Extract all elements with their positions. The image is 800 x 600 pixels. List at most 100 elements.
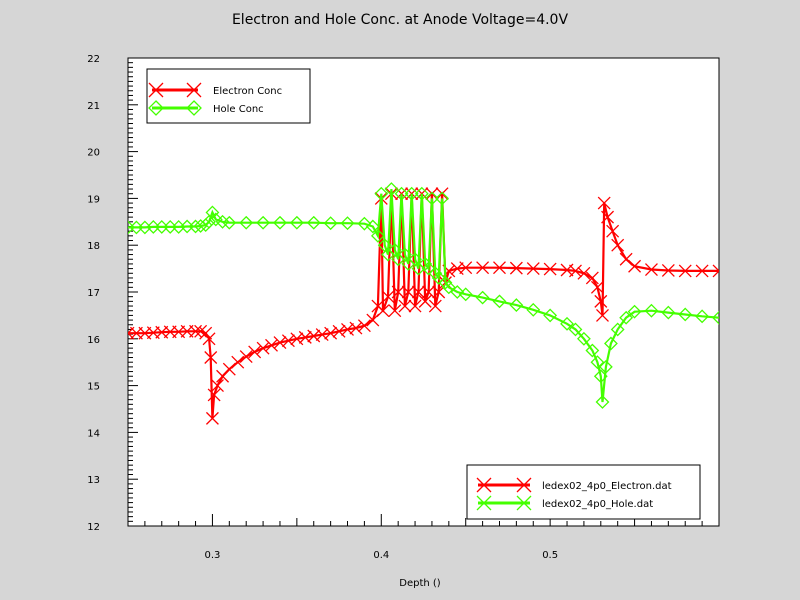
x-tick-label: 0.3: [204, 550, 220, 561]
data-point: [222, 215, 237, 230]
data-point: [475, 290, 490, 305]
hole-series: [128, 182, 719, 409]
data-point: [148, 82, 164, 98]
data-point: [408, 299, 422, 313]
data-point: [619, 310, 634, 325]
data-point: [194, 324, 208, 338]
data-point: [248, 345, 262, 359]
data-point: [256, 341, 270, 355]
data-point: [357, 319, 371, 333]
legend-label: ledex02_4p0_Hole.dat: [542, 499, 653, 510]
data-point: [509, 261, 523, 275]
data-point: [695, 309, 710, 324]
data-point: [231, 355, 245, 369]
data-point: [644, 263, 658, 276]
data-point: [428, 266, 443, 281]
data-point: [627, 304, 642, 319]
data-point: [418, 294, 432, 308]
data-point: [148, 100, 164, 116]
y-tick-label: 22: [87, 54, 100, 65]
data-point: [712, 264, 719, 278]
data-point: [332, 324, 346, 338]
data-point: [186, 100, 202, 116]
data-point: [678, 307, 693, 322]
y-tick-label: 14: [87, 428, 100, 439]
y-tick-label: 12: [87, 522, 100, 533]
data-point: [281, 334, 295, 348]
y-tick-label: 18: [87, 241, 100, 252]
data-point: [365, 219, 380, 234]
data-point: [349, 321, 363, 335]
y-tick-label: 17: [87, 288, 100, 299]
legend-label: Electron Conc: [213, 86, 282, 97]
data-point: [459, 261, 473, 275]
data-point: [289, 215, 304, 230]
data-point: [211, 379, 224, 393]
data-point: [604, 336, 618, 351]
data-point: [628, 259, 642, 273]
chart-title: Electron and Hole Conc. at Anode Voltage…: [231, 12, 569, 28]
data-point: [492, 294, 507, 309]
data-point: [678, 264, 692, 278]
data-point: [391, 285, 405, 299]
data-point: [398, 299, 412, 313]
data-point: [388, 304, 402, 318]
data-point: [205, 205, 220, 220]
data-point: [560, 316, 574, 331]
data-point: [435, 191, 449, 206]
data-point: [189, 324, 203, 338]
data-point: [543, 262, 557, 276]
plot-area: [127, 57, 720, 527]
series-line: [128, 193, 719, 419]
data-point: [323, 216, 338, 231]
y-tick-label: 21: [87, 101, 100, 112]
data-point: [493, 261, 506, 275]
data-point: [357, 216, 372, 231]
data-point: [207, 388, 221, 402]
data-point: [619, 252, 633, 266]
legend-bottom-right: ledex02_4p0_Electron.dat ledex02_4p0_Hole…: [466, 464, 701, 520]
legend-box: [146, 68, 311, 124]
data-point: [273, 336, 287, 350]
data-point: [450, 285, 465, 299]
data-point: [595, 395, 610, 409]
data-point: [425, 191, 439, 206]
y-tick-label: 15: [87, 382, 100, 393]
data-point: [594, 294, 608, 308]
data-point: [569, 264, 582, 278]
x-tick-label: 0.4: [373, 550, 389, 561]
x-axis-label: Depth (): [399, 578, 441, 589]
data-point: [401, 285, 415, 299]
y-axis: 12 13 14 15 16 17 18 19 20 21 22: [87, 54, 138, 533]
data-point: [199, 326, 213, 340]
data-point: [543, 308, 558, 323]
data-point: [509, 298, 524, 313]
data-point: [404, 186, 419, 201]
data-point: [418, 257, 433, 271]
data-point: [374, 186, 389, 201]
data-point: [438, 275, 453, 290]
data-point: [208, 212, 223, 227]
data-point: [476, 495, 492, 511]
legend-top-left: Electron Conc Hole Conc: [146, 68, 311, 124]
legend-label: Hole Conc: [213, 104, 264, 115]
data-point: [695, 264, 709, 278]
data-point: [421, 261, 436, 276]
data-point: [265, 338, 278, 352]
legend-box: [466, 464, 701, 520]
data-point: [202, 214, 216, 229]
data-point: [340, 216, 355, 231]
data-point: [585, 271, 599, 285]
y-tick-label: 13: [87, 475, 100, 486]
data-point: [606, 224, 620, 238]
data-point: [590, 280, 604, 294]
data-point: [202, 332, 216, 346]
data-point: [476, 477, 492, 493]
data-point: [222, 362, 236, 376]
data-point: [273, 215, 287, 230]
data-point: [324, 326, 338, 340]
data-point: [186, 82, 202, 98]
data-point: [610, 322, 625, 337]
data-point: [516, 477, 532, 493]
